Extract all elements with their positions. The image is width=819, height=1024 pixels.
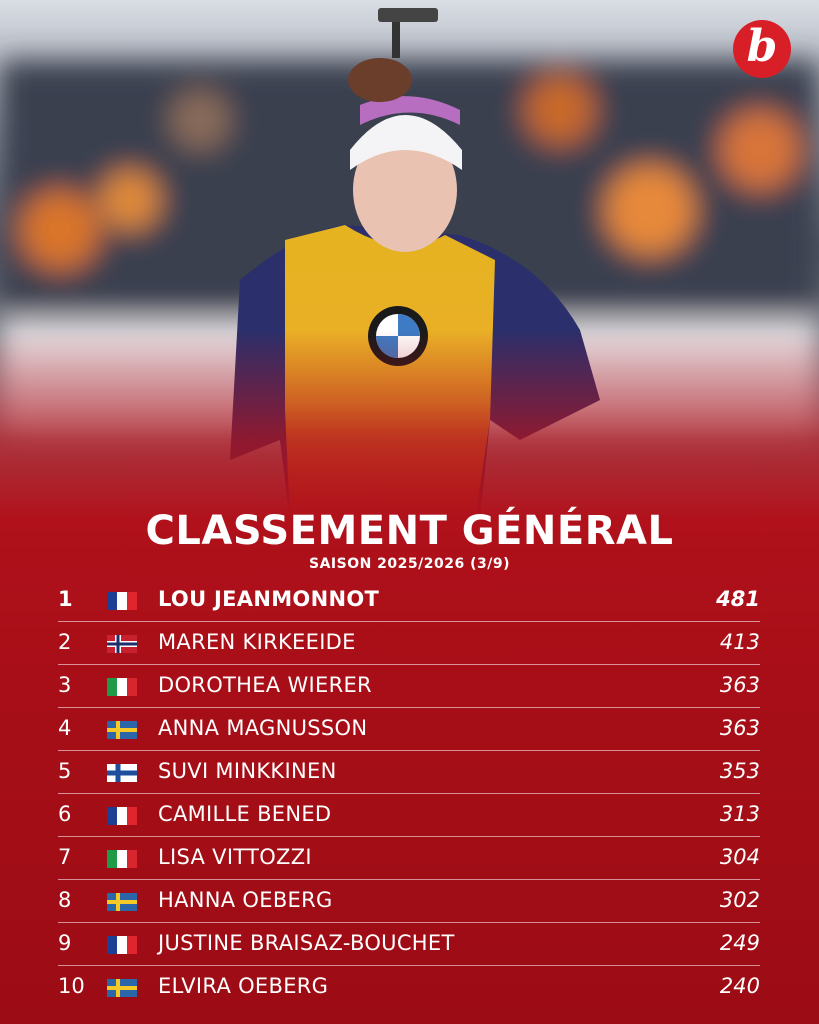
athlete-name: ANNA MAGNUSSON [158,716,368,740]
points: 363 [719,716,760,740]
athlete-name: SUVI MINKKINEN [158,759,337,783]
standing-row: 8 HANNA OEBERG 302 [58,879,760,923]
brand-logo: b [733,20,791,78]
flag [107,678,137,696]
rank: 7 [58,845,72,869]
standing-row: 2 MAREN KIRKEEIDE 413 [58,621,760,665]
flag [107,979,137,997]
rank: 8 [58,888,72,912]
rank: 5 [58,759,72,783]
points: 313 [719,802,760,826]
points: 481 [716,587,760,611]
flag [107,764,137,782]
standing-row: 6 CAMILLE BENED 313 [58,793,760,837]
points: 304 [719,845,760,869]
points: 363 [719,673,760,697]
athlete-name: DOROTHEA WIERER [158,673,372,697]
flag [107,807,137,825]
rank: 1 [58,587,73,611]
points: 353 [719,759,760,783]
standing-row: 3 DOROTHEA WIERER 363 [58,664,760,708]
rank: 4 [58,716,72,740]
athlete-name: CAMILLE BENED [158,802,332,826]
rank: 3 [58,673,72,697]
points: 413 [719,630,760,654]
standing-row: 9 JUSTINE BRAISAZ-BOUCHET 249 [58,922,760,966]
standing-row: 7 LISA VITTOZZI 304 [58,836,760,880]
athlete-name: LOU JEANMONNOT [158,587,380,611]
athlete-name: ELVIRA OEBERG [158,974,329,998]
standing-row: 10 ELVIRA OEBERG 240 [58,965,760,1008]
points: 249 [719,931,760,955]
flag [107,936,137,954]
standing-row: 5 SUVI MINKKINEN 353 [58,750,760,794]
flag [107,635,137,653]
flag [107,592,137,610]
rank: 2 [58,630,72,654]
flag [107,850,137,868]
points: 240 [719,974,760,998]
athlete-name: JUSTINE BRAISAZ-BOUCHET [158,931,455,955]
athlete-name: MAREN KIRKEEIDE [158,630,356,654]
flag [107,893,137,911]
title: CLASSEMENT GÉNÉRAL [145,508,674,554]
points: 302 [719,888,760,912]
subtitle: SAISON 2025/2026 (3/9) [308,556,510,572]
athlete-name: LISA VITTOZZI [158,845,312,869]
flag [107,721,137,739]
rank: 10 [58,974,85,998]
rank: 9 [58,931,72,955]
standing-row: 4 ANNA MAGNUSSON 363 [58,707,760,751]
standing-row: 1 LOU JEANMONNOT 481 [58,578,760,622]
athlete-name: HANNA OEBERG [158,888,333,912]
rank: 6 [58,802,72,826]
